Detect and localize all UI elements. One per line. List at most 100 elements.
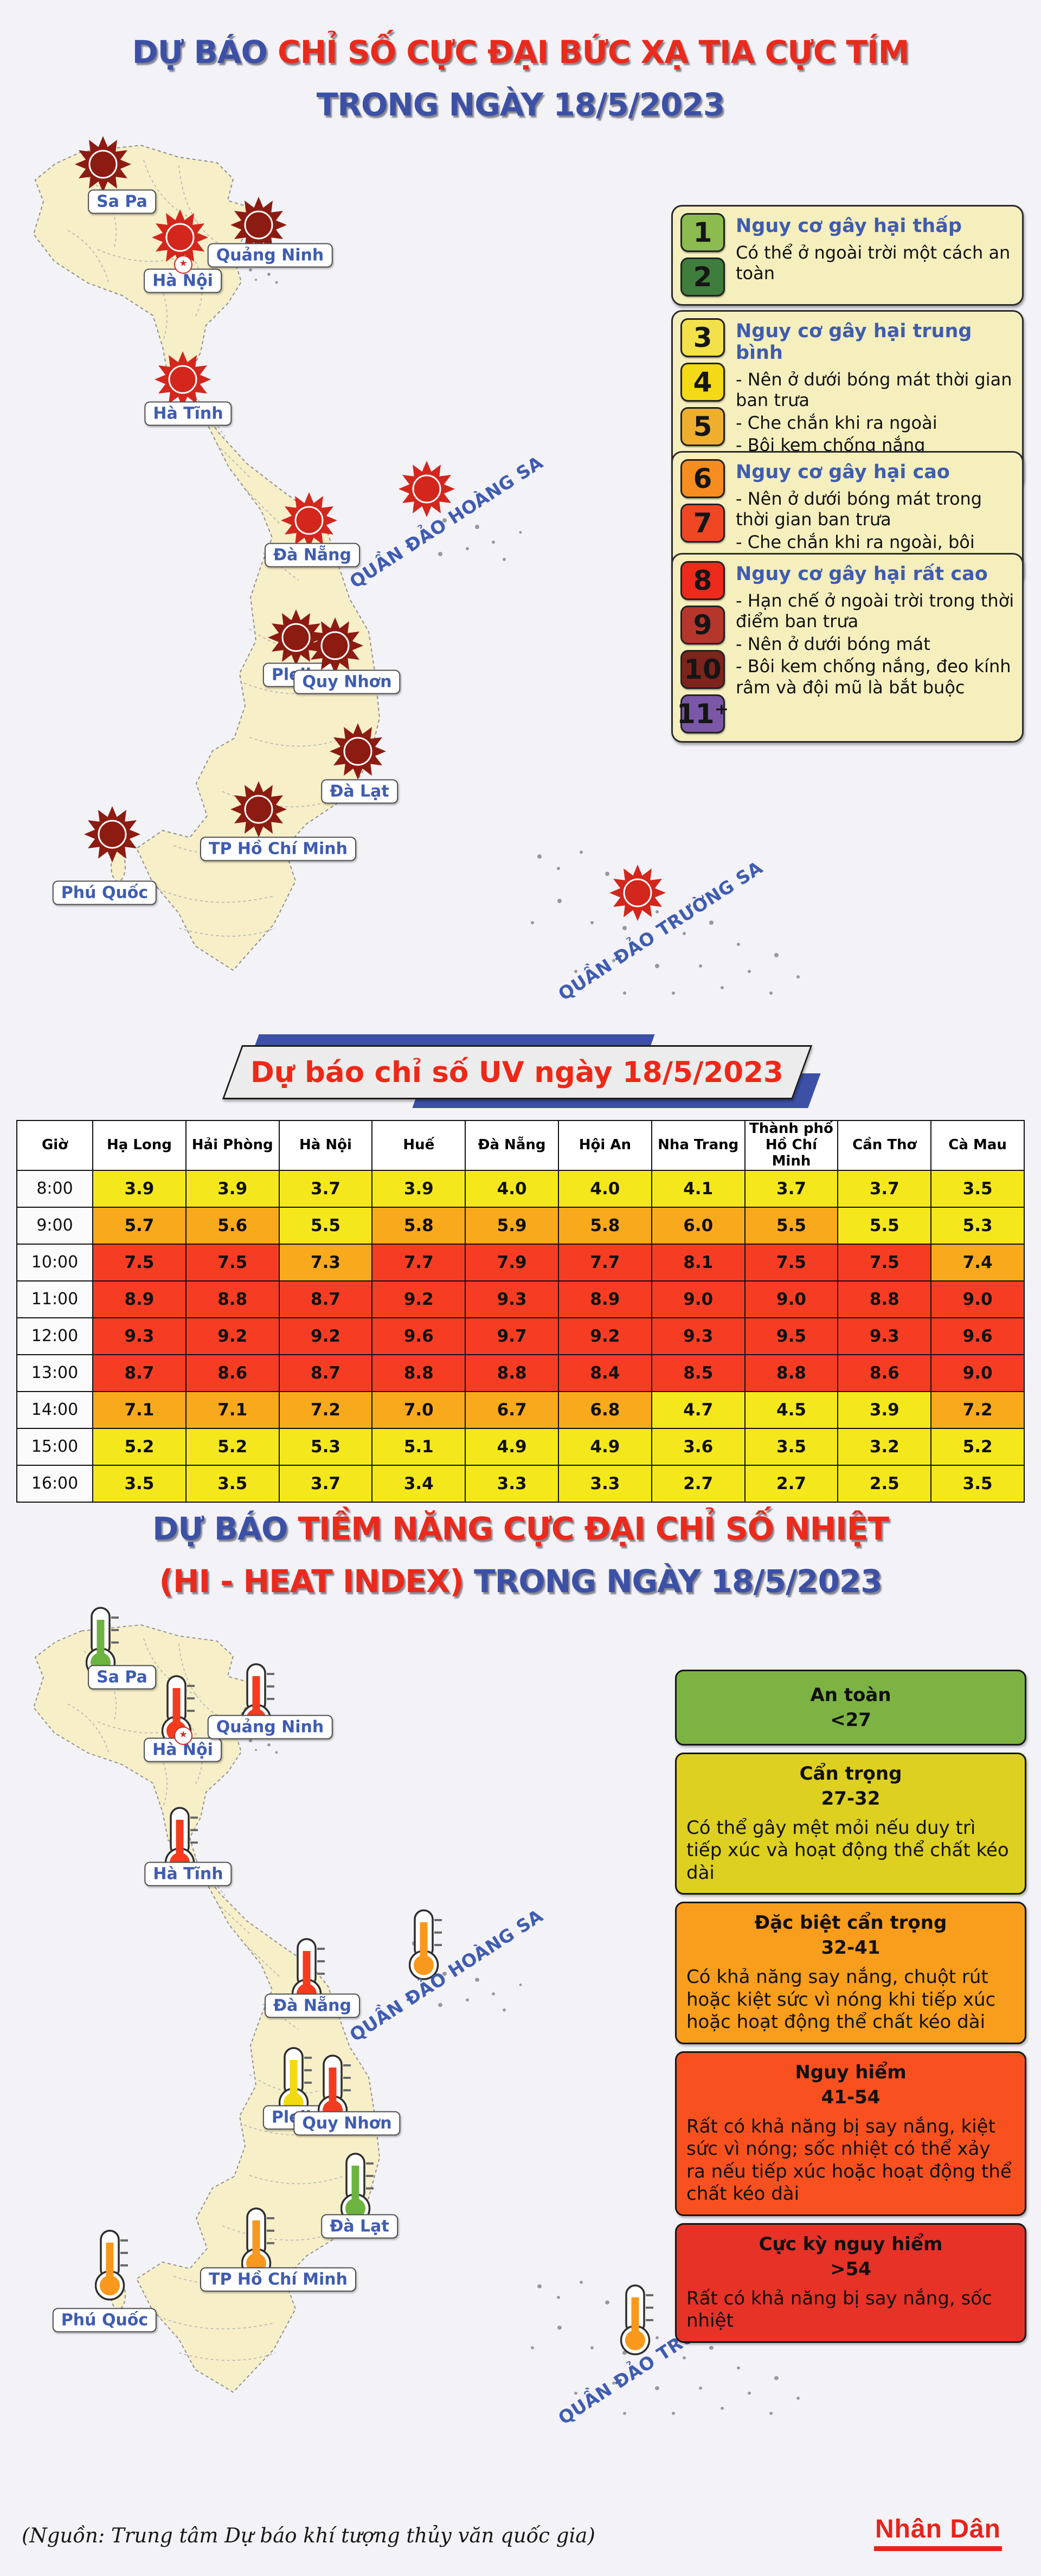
uv-table-row: 16:00 3.5 3.5 3.7 3.4 3.3 3.3 2.7 2.7 2.5 3.5 bbox=[16, 1464, 1025, 1503]
hi-legend-desc: Có khả năng say nắng, chuột rút hoặc kiệ… bbox=[686, 1966, 996, 2033]
uv-value-cell: 4.9 bbox=[465, 1427, 559, 1466]
uv-legend-box: 8 9 10 11⁺ Nguy cơ gây hại rất cao - Hạn chế … bbox=[671, 553, 1024, 743]
uv-value-cell: 8.9 bbox=[92, 1280, 187, 1318]
uv-index-badge-1: 1 bbox=[680, 213, 725, 252]
hi-title-line1-red: TIỀM NĂNG CỰC ĐẠI CHỈ SỐ NHIỆT bbox=[298, 1510, 889, 1547]
truong-sa-islands bbox=[531, 851, 800, 995]
hoang-sa-islands bbox=[412, 1941, 522, 2012]
uv-index-badge-10: 10 bbox=[680, 650, 725, 689]
uv-value-cell: 2.7 bbox=[651, 1464, 746, 1503]
uv-index-badge-8: 8 bbox=[680, 561, 725, 600]
uv-index-badge-6: 6 bbox=[680, 459, 725, 498]
hi-legend-title: Nguy hiểm bbox=[795, 2061, 907, 2083]
uv-value-cell: 9.0 bbox=[930, 1354, 1025, 1392]
uv-value-cell: 4.9 bbox=[557, 1427, 652, 1466]
uv-value-cell: 9.3 bbox=[465, 1280, 559, 1318]
uv-time-cell: 13:00 bbox=[16, 1354, 93, 1392]
uv-index-badge-5: 5 bbox=[680, 407, 725, 446]
uv-legend-badges: 8 9 10 11⁺ bbox=[677, 561, 729, 733]
uv-table-header-row: Giờ Hạ Long Hải Phòng Hà Nội Huế Đà Nẵng Hội A… bbox=[16, 1120, 1025, 1171]
uv-title-line2: TRONG NGÀY 18/5/2023 bbox=[0, 79, 1041, 131]
uv-value-cell: 4.1 bbox=[651, 1169, 746, 1208]
uv-value-cell: 3.7 bbox=[837, 1169, 932, 1208]
uv-table-column-header: Nha Trang bbox=[651, 1120, 746, 1171]
hi-title-line1: DỰ BÁO TIỀM NĂNG CỰC ĐẠI CHỈ SỐ NHIỆT bbox=[0, 1503, 1041, 1555]
uv-value-cell: 5.5 bbox=[837, 1206, 932, 1245]
uv-value-cell: 2.7 bbox=[744, 1464, 839, 1503]
uv-table-row: 14:00 7.1 7.1 7.2 7.0 6.7 6.8 4.7 4.5 3.9 7.2 bbox=[16, 1390, 1025, 1429]
uv-value-cell: 8.4 bbox=[557, 1354, 652, 1392]
uv-value-cell: 2.5 bbox=[837, 1464, 932, 1503]
uv-value-cell: 8.8 bbox=[837, 1280, 932, 1318]
uv-value-cell: 5.2 bbox=[92, 1427, 187, 1466]
uv-section-title: DỰ BÁO CHỈ SỐ CỰC ĐẠI BỨC XẠ TIA CỰC TÍM… bbox=[0, 26, 1041, 131]
hi-title-line2-blue: TRONG NGÀY 18/5/2023 bbox=[474, 1563, 882, 1600]
uv-table-row: 8:00 3.9 3.9 3.7 3.9 4.0 4.0 4.1 3.7 3.7 3.5 bbox=[16, 1169, 1025, 1208]
uv-value-cell: 3.2 bbox=[837, 1427, 932, 1466]
uv-value-cell: 9.2 bbox=[185, 1317, 280, 1355]
uv-table-column-header: Hải Phòng bbox=[185, 1120, 280, 1171]
uv-legend-line: - Nên ở dưới bóng mát thời gian ban trưa bbox=[736, 369, 1012, 411]
uv-value-cell: 5.2 bbox=[185, 1427, 280, 1466]
uv-value-cell: 7.0 bbox=[371, 1390, 466, 1429]
uv-value-cell: 9.7 bbox=[465, 1317, 559, 1355]
uv-index-badge-9: 9 bbox=[680, 606, 725, 645]
uv-value-cell: 5.7 bbox=[92, 1206, 187, 1245]
uv-index-badge-7: 7 bbox=[680, 504, 725, 543]
uv-legend-text: Nguy cơ gây hại thấp Có thể ở ngoài trời … bbox=[736, 213, 1014, 297]
uv-value-cell: 9.5 bbox=[744, 1317, 839, 1355]
uv-legend-header: Nguy cơ gây hại thấp bbox=[736, 215, 962, 237]
uv-value-cell: 5.3 bbox=[930, 1206, 1025, 1245]
hi-legend-box: Đặc biệt cẩn trọng 32-41 Có khả năng say n… bbox=[675, 1902, 1026, 2044]
hi-legend-range: 27-32 bbox=[821, 1788, 881, 1809]
uv-index-badge-4: 4 bbox=[680, 363, 725, 402]
uv-value-cell: 9.2 bbox=[371, 1280, 466, 1318]
uv-value-cell: 4.5 bbox=[744, 1390, 839, 1429]
source-credit: (Nguồn: Trung tâm Dự báo khí tượng thủy … bbox=[22, 2524, 595, 2547]
uv-value-cell: 5.8 bbox=[557, 1206, 652, 1245]
uv-table-banner: Dự báo chỉ số UV ngày 18/5/2023 bbox=[217, 1034, 821, 1108]
uv-value-cell: 7.3 bbox=[278, 1243, 373, 1281]
uv-table-column-header: Thành phố Hồ Chí Minh bbox=[744, 1120, 839, 1171]
halong-islets bbox=[239, 1732, 278, 1754]
uv-table-row: 10:00 7.5 7.5 7.3 7.7 7.9 7.7 8.1 7.5 7.5 7.4 bbox=[16, 1243, 1025, 1281]
uv-value-cell: 5.2 bbox=[930, 1427, 1025, 1466]
hi-legend-title: Cẩn trọng bbox=[799, 1763, 902, 1785]
uv-time-cell: 10:00 bbox=[16, 1243, 93, 1281]
uv-legend-badges: 3 4 5 bbox=[680, 318, 728, 480]
uv-value-cell: 3.9 bbox=[185, 1169, 280, 1208]
uv-value-cell: 5.8 bbox=[371, 1206, 466, 1245]
uv-value-cell: 4.7 bbox=[651, 1390, 746, 1429]
uv-value-cell: 6.8 bbox=[557, 1390, 652, 1429]
uv-value-cell: 8.8 bbox=[465, 1354, 559, 1392]
uv-value-cell: 9.6 bbox=[930, 1317, 1025, 1355]
uv-value-cell: 9.0 bbox=[651, 1280, 746, 1318]
uv-value-cell: 6.0 bbox=[651, 1206, 746, 1245]
uv-value-cell: 7.7 bbox=[557, 1243, 652, 1281]
hi-legend-box: Cẩn trọng 27-32 Có thể gây mệt mỏi nếu duy… bbox=[675, 1753, 1026, 1895]
uv-title-line1-red: CHỈ SỐ CỰC ĐẠI BỨC XẠ TIA CỰC TÍM bbox=[278, 34, 909, 70]
uv-index-badge-3: 3 bbox=[680, 318, 725, 357]
uv-value-cell: 8.8 bbox=[371, 1354, 466, 1392]
uv-value-cell: 5.1 bbox=[371, 1427, 466, 1466]
uv-legend-header: Nguy cơ gây hại rất cao bbox=[736, 563, 988, 585]
uv-time-cell: 8:00 bbox=[16, 1169, 93, 1208]
uv-value-cell: 7.2 bbox=[278, 1390, 373, 1429]
uv-value-cell: 3.4 bbox=[371, 1464, 466, 1503]
uv-legend-line: Có thể ở ngoài trời một cách an toàn bbox=[736, 242, 1011, 284]
uv-value-cell: 9.6 bbox=[371, 1317, 466, 1355]
uv-index-badge-11⁺: 11⁺ bbox=[677, 694, 729, 733]
uv-table-row: 12:00 9.3 9.2 9.2 9.6 9.7 9.2 9.3 9.5 9.3 9.6 bbox=[16, 1317, 1025, 1355]
uv-value-cell: 7.1 bbox=[92, 1390, 187, 1429]
uv-value-cell: 3.7 bbox=[744, 1169, 839, 1208]
uv-value-cell: 9.2 bbox=[278, 1317, 373, 1355]
uv-value-cell: 4.0 bbox=[557, 1169, 652, 1208]
heat-index-legend: An toàn <27 Cẩn trọng 27-32 Có thể gây mệt m… bbox=[675, 1670, 1026, 2343]
uv-value-cell: 4.0 bbox=[465, 1169, 559, 1208]
uv-legend-box: 1 2 Nguy cơ gây hại thấp Có thể ở ngoài trờ… bbox=[671, 205, 1024, 306]
uv-table-column-header: Huế bbox=[371, 1120, 466, 1171]
uv-legend-line: - Che chắn khi ra ngoài bbox=[736, 412, 937, 433]
capital-star-icon: ★ bbox=[174, 255, 192, 274]
